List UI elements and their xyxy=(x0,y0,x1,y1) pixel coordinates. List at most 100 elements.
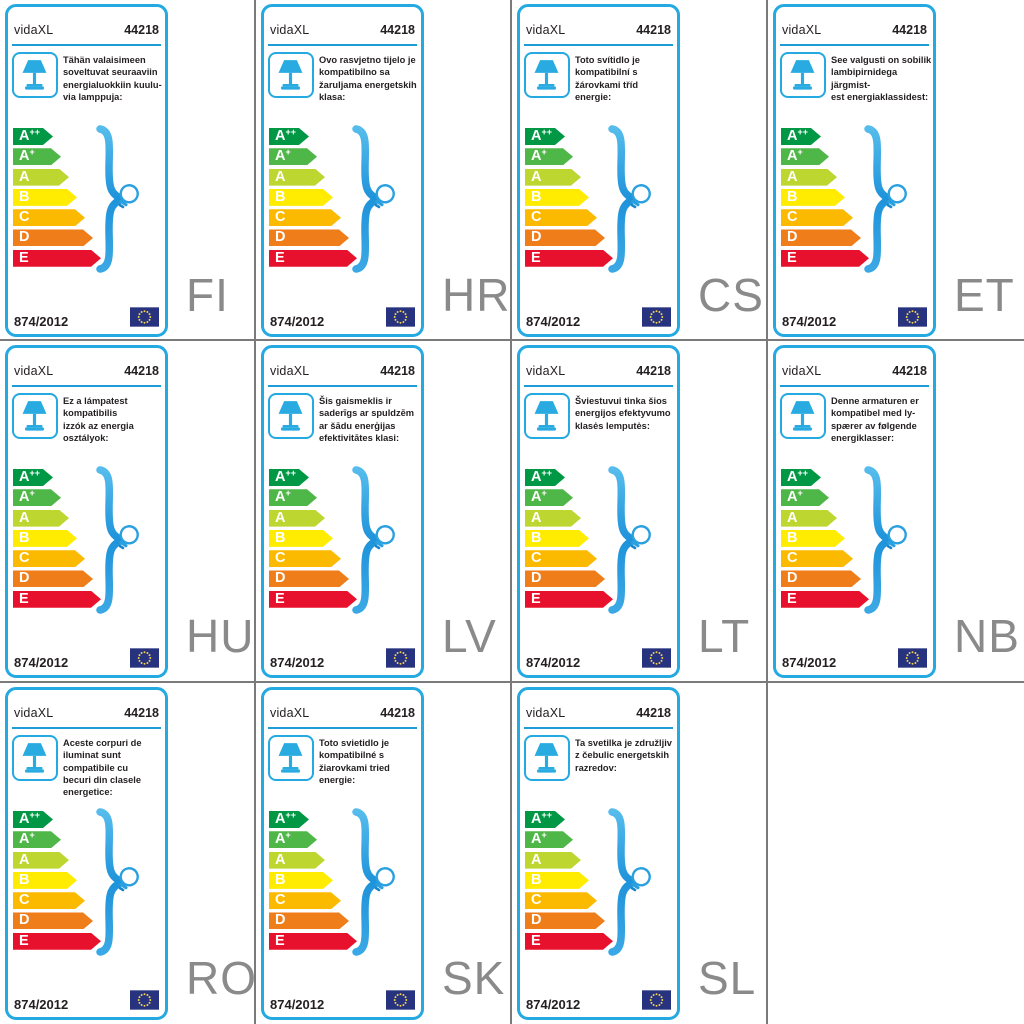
lamp-icon-box xyxy=(524,735,570,781)
energy-class-arrow: A ++ xyxy=(781,469,821,486)
energy-class-arrow: A ++ xyxy=(13,128,53,145)
label-cell-fi: vidaXL 44218 Tähän valaisimeen soveltuva… xyxy=(0,0,256,341)
card-header: vidaXL 44218 xyxy=(526,706,671,720)
label-cell-lt: vidaXL 44218 Šviestuvui tinka šios energ… xyxy=(512,341,768,683)
energy-class-arrow: B xyxy=(525,872,589,889)
energy-class-arrow: A xyxy=(13,852,69,869)
energy-class-arrow: A + xyxy=(781,489,829,506)
card-header: vidaXL 44218 xyxy=(14,364,159,378)
energy-class-scale: A ++ A + A B C D E xyxy=(525,469,625,611)
energy-label-card: vidaXL 44218 Ez a lámpatest kompatibilis… xyxy=(5,345,168,678)
article-number: 44218 xyxy=(124,364,159,378)
energy-label-card: vidaXL 44218 Denne armaturen er kompatib… xyxy=(773,345,936,678)
energy-class-arrow: A ++ xyxy=(269,469,309,486)
light-bulb-icon xyxy=(118,184,139,209)
compatibility-text: Šviestuvui tinka šios energijos efektyvu… xyxy=(575,396,671,431)
table-lamp-icon xyxy=(278,60,303,90)
regulation-number: 874/2012 xyxy=(14,997,69,1012)
table-lamp-icon xyxy=(278,743,303,773)
table-lamp-icon xyxy=(790,60,815,90)
label-cell-et: vidaXL 44218 See valgusti on sobilik lam… xyxy=(768,0,1024,341)
header-divider xyxy=(268,727,417,729)
energy-class-arrow: E xyxy=(269,933,357,950)
energy-class-arrow: A + xyxy=(13,831,61,848)
energy-class-arrow: E xyxy=(13,591,101,608)
article-number: 44218 xyxy=(636,23,671,37)
brand-text: vidaXL xyxy=(14,364,54,378)
brand-text: vidaXL xyxy=(14,706,54,720)
energy-class-arrow: A xyxy=(13,169,69,186)
lamp-icon-box xyxy=(524,52,570,98)
energy-class-arrow: D xyxy=(781,570,861,587)
label-cell-hr: vidaXL 44218 Ovo rasvjetno tijelo je kom… xyxy=(256,0,512,341)
energy-label-card: vidaXL 44218 See valgusti on sobilik lam… xyxy=(773,4,936,337)
brand-text: vidaXL xyxy=(526,364,566,378)
eu-flag-icon xyxy=(386,648,415,668)
energy-class-scale: A ++ A + A B C D E xyxy=(525,128,625,270)
energy-class-arrow: A ++ xyxy=(781,128,821,145)
energy-class-arrow: D xyxy=(13,912,93,929)
energy-class-scale: A ++ A + A B C D E xyxy=(13,469,113,611)
eu-flag-icon xyxy=(898,648,927,668)
energy-class-arrow: E xyxy=(269,591,357,608)
energy-class-arrow: B xyxy=(269,872,333,889)
energy-class-arrow: E xyxy=(269,250,357,267)
language-code-label: RO xyxy=(186,952,257,1004)
card-header: vidaXL 44218 xyxy=(782,364,927,378)
compatibility-text: See valgusti on sobilik lambipirnidega j… xyxy=(831,55,932,102)
light-bulb-icon xyxy=(118,525,139,550)
label-cell-nb: vidaXL 44218 Denne armaturen er kompatib… xyxy=(768,341,1024,683)
energy-class-arrow: B xyxy=(13,530,77,547)
header-divider xyxy=(268,44,417,46)
card-header: vidaXL 44218 xyxy=(14,706,159,720)
energy-class-scale: A ++ A + A B C D E xyxy=(781,128,881,270)
brand-text: vidaXL xyxy=(270,364,310,378)
energy-class-arrow: A + xyxy=(13,489,61,506)
energy-label-card: vidaXL 44218 Aceste corpuri de iluminat … xyxy=(5,687,168,1020)
energy-class-arrow: A xyxy=(781,510,837,527)
header-divider xyxy=(12,385,161,387)
language-code-label: FI xyxy=(186,269,229,321)
energy-class-arrow: D xyxy=(525,570,605,587)
energy-class-arrow: E xyxy=(13,250,101,267)
eu-flag-icon xyxy=(130,307,159,327)
table-lamp-icon xyxy=(534,743,559,773)
energy-class-arrow: C xyxy=(269,209,341,226)
eu-flag-icon xyxy=(130,990,159,1010)
header-divider xyxy=(12,44,161,46)
label-cell-ro: vidaXL 44218 Aceste corpuri de iluminat … xyxy=(0,683,256,1024)
header-divider xyxy=(12,727,161,729)
article-number: 44218 xyxy=(892,23,927,37)
compatibility-text: Ta svetilka je združljiv z čebulic energ… xyxy=(575,738,672,773)
energy-class-arrow: D xyxy=(269,570,349,587)
energy-class-arrow: A ++ xyxy=(525,128,565,145)
card-header: vidaXL 44218 xyxy=(526,23,671,37)
light-bulb-icon xyxy=(118,867,139,892)
energy-class-arrow: C xyxy=(13,209,85,226)
language-code-label: SK xyxy=(442,952,506,1004)
eu-flag-icon xyxy=(642,648,671,668)
energy-class-arrow: A + xyxy=(269,489,317,506)
energy-class-arrow: A ++ xyxy=(269,811,309,828)
regulation-number: 874/2012 xyxy=(526,997,581,1012)
header-divider xyxy=(268,385,417,387)
table-lamp-icon xyxy=(534,60,559,90)
energy-class-scale: A ++ A + A B C D E xyxy=(269,811,369,953)
energy-class-arrow: B xyxy=(525,189,589,206)
light-bulb-icon xyxy=(374,184,395,209)
label-cell-cs: vidaXL 44218 Toto svítidlo je kompatibil… xyxy=(512,0,768,341)
label-cell-lv: vidaXL 44218 Šis gaismeklis ir saderīgs … xyxy=(256,341,512,683)
empty-cell xyxy=(768,683,1024,1024)
header-divider xyxy=(524,727,673,729)
energy-class-arrow: A + xyxy=(13,148,61,165)
card-header: vidaXL 44218 xyxy=(782,23,927,37)
language-code-label: HU xyxy=(186,610,255,662)
table-lamp-icon xyxy=(278,401,303,431)
header-divider xyxy=(524,44,673,46)
energy-class-arrow: C xyxy=(525,209,597,226)
energy-class-arrow: C xyxy=(781,550,853,567)
energy-class-arrow: E xyxy=(525,591,613,608)
energy-class-arrow: A xyxy=(525,510,581,527)
energy-class-arrow: B xyxy=(781,189,845,206)
